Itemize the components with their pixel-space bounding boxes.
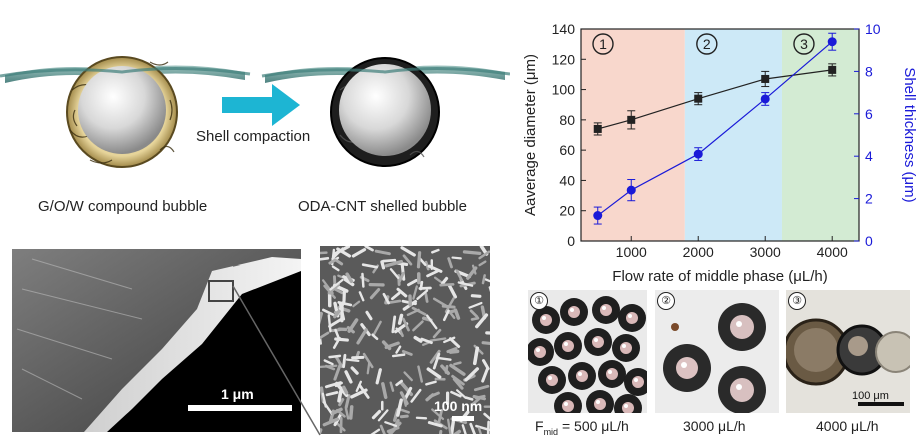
region-label-2: 2 bbox=[703, 36, 711, 52]
y2-tick-label: 2 bbox=[865, 191, 873, 207]
small-bubble bbox=[528, 338, 554, 366]
small-bubble bbox=[584, 328, 612, 356]
region-2 bbox=[684, 29, 782, 241]
small-bubble bbox=[612, 334, 640, 362]
x-tick-label: 1000 bbox=[616, 244, 647, 260]
x-tick-label: 2000 bbox=[683, 244, 714, 260]
large-bubble bbox=[718, 303, 766, 351]
sem-scale-label-1um: 1 μm bbox=[221, 386, 254, 402]
micrograph-500: ① bbox=[528, 290, 647, 413]
right-bubble-caption: ODA-CNT shelled bubble bbox=[298, 198, 467, 215]
small-bubble bbox=[586, 390, 614, 413]
arrow-label: Shell compaction bbox=[196, 128, 311, 145]
diameter-thickness-chart: 1 2 3 1000 2000 3000 4000 0 20 40 60 80 100 120 140 0 2 4… bbox=[522, 21, 918, 285]
small-bubble bbox=[614, 394, 642, 413]
data-point-thickness bbox=[626, 185, 636, 195]
y-tick-label: 140 bbox=[552, 21, 576, 37]
shelled-bubble-right bbox=[261, 57, 510, 167]
region-label-1: 1 bbox=[599, 36, 607, 52]
compaction-arrow bbox=[222, 84, 300, 126]
small-bubble bbox=[554, 332, 582, 360]
y2-tick-label: 0 bbox=[865, 233, 873, 249]
small-bubble bbox=[618, 304, 646, 332]
sem-image-high-mag: 100 nm bbox=[320, 246, 490, 434]
y2-tick-label: 10 bbox=[865, 21, 881, 37]
y2-tick-label: 8 bbox=[865, 63, 873, 79]
x-tick-label: 4000 bbox=[817, 244, 848, 260]
micrograph-marker-2: ② bbox=[657, 292, 675, 310]
left-bubble-caption: G/O/W compound bubble bbox=[38, 198, 208, 215]
small-bubble bbox=[568, 362, 596, 390]
region-3 bbox=[781, 29, 859, 241]
region-label-3: 3 bbox=[800, 36, 808, 52]
data-point-diameter bbox=[694, 94, 703, 103]
y-tick-label: 120 bbox=[552, 51, 576, 67]
micrograph-3000: ② bbox=[655, 290, 779, 413]
sem-scale-label-100nm: 100 nm bbox=[434, 398, 483, 414]
small-bubble bbox=[554, 392, 582, 413]
small-bubble bbox=[532, 306, 560, 334]
compound-bubble-left bbox=[0, 56, 251, 168]
x-axis-label: Flow rate of middle phase (μL/h) bbox=[612, 268, 827, 285]
zoom-lines bbox=[232, 265, 321, 436]
sem-image-low-mag: 1 μm bbox=[12, 249, 301, 432]
micrograph-scale-100um: 100 μm bbox=[852, 390, 889, 402]
y-tick-label: 80 bbox=[559, 112, 575, 128]
y-axis-label: Aaverage diameter (μm) bbox=[522, 54, 539, 216]
large-bubble bbox=[718, 366, 766, 413]
y-tick-label: 60 bbox=[559, 142, 575, 158]
micrograph-4000: ③ 100 μm bbox=[786, 290, 910, 413]
data-point-thickness bbox=[693, 149, 703, 159]
data-point-thickness bbox=[760, 94, 770, 104]
micrograph-marker-3: ③ bbox=[788, 292, 806, 310]
y-tick-label: 40 bbox=[559, 172, 575, 188]
micrograph-caption-2: 3000 μL/h bbox=[683, 418, 746, 434]
y2-tick-label: 6 bbox=[865, 106, 873, 122]
data-point-diameter bbox=[627, 115, 636, 124]
small-bubble bbox=[538, 366, 566, 394]
data-point-thickness bbox=[827, 37, 837, 47]
y2-tick-label: 4 bbox=[865, 148, 873, 164]
small-bubble bbox=[624, 368, 647, 396]
micrograph-marker-1: ① bbox=[530, 292, 548, 310]
sem-scale-bar-100nm bbox=[452, 416, 474, 421]
region-marker-circle-3 bbox=[793, 33, 815, 55]
small-bubble bbox=[560, 298, 588, 326]
y-tick-label: 20 bbox=[559, 203, 575, 219]
y-tick-label: 0 bbox=[567, 233, 575, 249]
large-bubble bbox=[663, 344, 711, 392]
y-tick-label: 100 bbox=[552, 82, 576, 98]
small-bubble bbox=[598, 360, 626, 388]
plot-frame bbox=[580, 28, 860, 242]
data-point-diameter bbox=[593, 124, 602, 133]
micrograph-caption-3: 4000 μL/h bbox=[816, 418, 879, 434]
small-bubble bbox=[592, 296, 620, 324]
x-tick-label: 3000 bbox=[750, 244, 781, 260]
region-marker-circle-2 bbox=[696, 33, 718, 55]
y2-axis-label: Shell thickness (μm) bbox=[901, 67, 918, 202]
schematic-illustration bbox=[0, 56, 510, 168]
micrograph-caption-1: Fmid = 500 μL/h bbox=[535, 418, 629, 437]
region-marker-circle-1 bbox=[592, 33, 614, 55]
data-point-thickness bbox=[593, 211, 603, 221]
data-point-diameter bbox=[761, 74, 770, 83]
data-point-diameter bbox=[828, 65, 837, 74]
